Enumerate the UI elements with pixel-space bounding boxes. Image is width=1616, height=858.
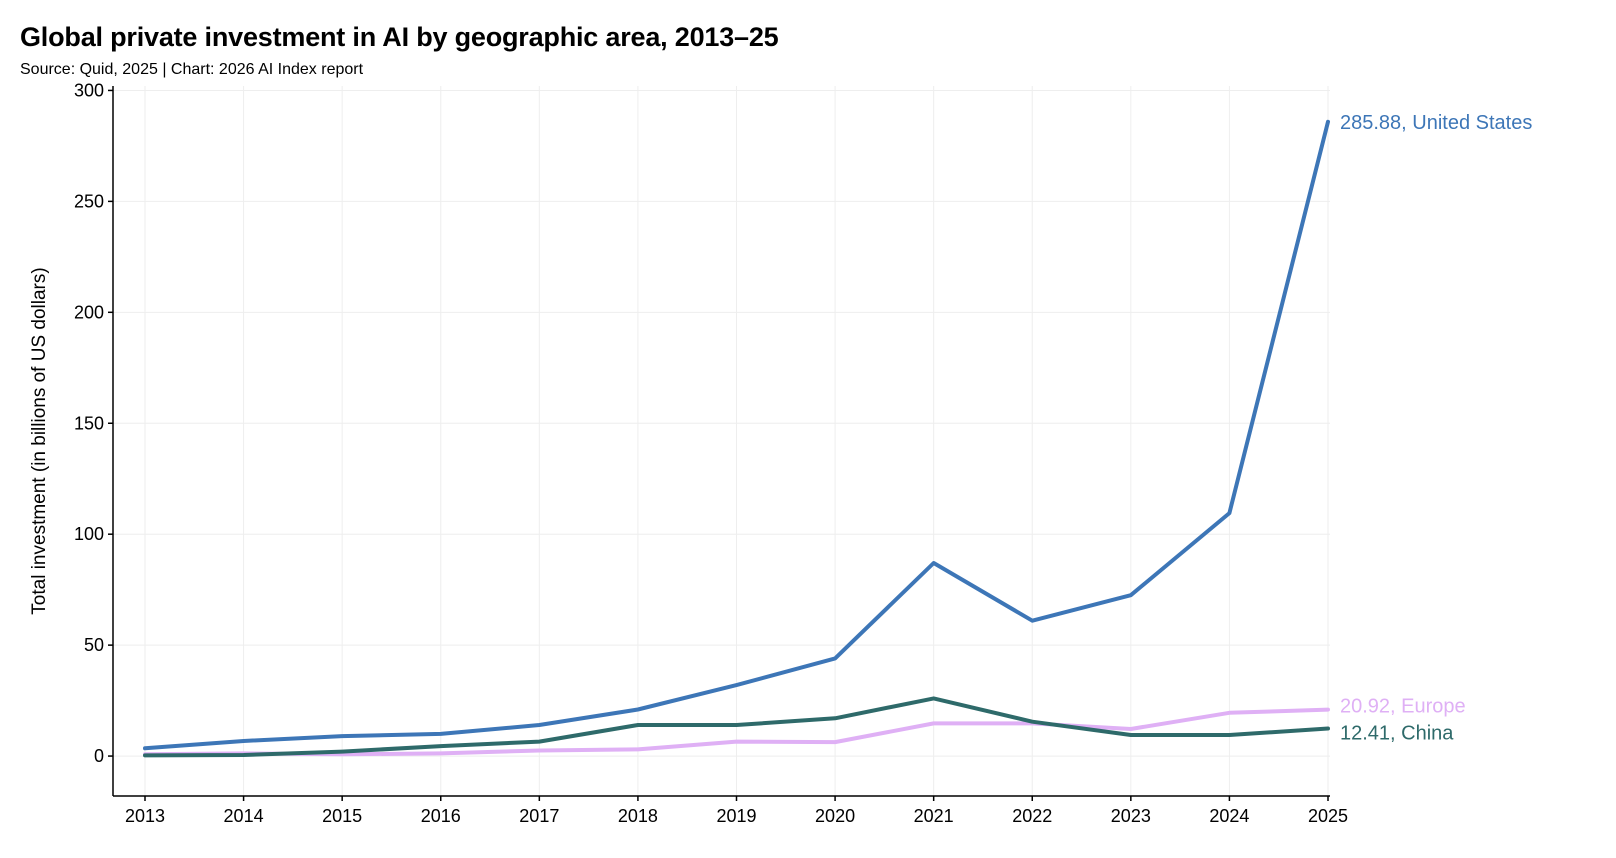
x-tick-label: 2016 xyxy=(421,806,461,826)
series-line-china xyxy=(143,696,1330,758)
x-tick-label: 2022 xyxy=(1012,806,1052,826)
x-tick-label: 2023 xyxy=(1111,806,1151,826)
y-tick-label: 200 xyxy=(74,302,104,322)
x-tick-label: 2015 xyxy=(322,806,362,826)
series-end-labels: 285.88, United States 20.92, Europe 12.41,… xyxy=(1340,112,1532,745)
x-tick-label: 2018 xyxy=(618,806,658,826)
end-label-europe: 20.92, Europe xyxy=(1340,696,1466,718)
series-lines xyxy=(143,119,1330,758)
end-label-united-states: 285.88, United States xyxy=(1340,112,1532,134)
x-tick-label: 2021 xyxy=(914,806,954,826)
y-tick-label: 0 xyxy=(94,746,104,766)
chart-title: Global private investment in AI by geogr… xyxy=(20,22,779,52)
x-tick-label: 2020 xyxy=(815,806,855,826)
y-axis-title: Total investment (in billions of US doll… xyxy=(29,267,50,614)
y-tick-label: 250 xyxy=(74,191,104,211)
x-tick-label: 2017 xyxy=(519,806,559,826)
x-tick-label: 2014 xyxy=(224,806,264,826)
y-tick-label: 300 xyxy=(74,80,104,100)
x-tick-label: 2024 xyxy=(1209,806,1249,826)
axes: 0 50 100 150 200 250 300 2013 2014 2015 2016 2017 20… xyxy=(74,80,1348,826)
y-tick-label: 100 xyxy=(74,524,104,544)
x-tick-label: 2013 xyxy=(125,806,165,826)
y-tick-label: 150 xyxy=(74,413,104,433)
x-tick-label: 2019 xyxy=(716,806,756,826)
chart-subtitle: Source: Quid, 2025 | Chart: 2026 AI Inde… xyxy=(20,61,364,78)
series-line-united-states xyxy=(143,119,1330,751)
x-tick-label: 2025 xyxy=(1308,806,1348,826)
y-tick-label: 50 xyxy=(84,635,104,655)
series-line-europe xyxy=(143,707,1330,757)
end-label-china: 12.41, China xyxy=(1340,723,1454,745)
grid xyxy=(113,86,1330,796)
